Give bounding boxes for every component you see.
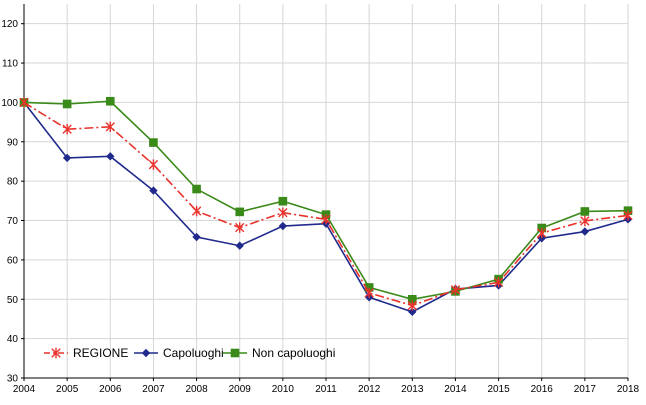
y-tick-label: 110 <box>2 59 18 70</box>
data-point-square <box>105 96 115 106</box>
data-point-diamond <box>149 186 158 195</box>
legend-item: REGIONE <box>44 346 128 360</box>
x-tick-label: 2015 <box>487 384 510 395</box>
data-point-star <box>51 347 61 359</box>
data-point-star <box>105 121 115 133</box>
x-tick-label: 2013 <box>401 384 424 395</box>
data-point-star <box>62 123 72 135</box>
x-tick-label: 2004 <box>13 384 36 395</box>
gridlines <box>24 4 629 378</box>
data-point-square <box>278 196 288 206</box>
legend-item: Capoluoghi <box>134 346 224 360</box>
y-tick-labels: 30 40 50 60 70 80 90 100 110 120 <box>1 19 24 385</box>
data-point-diamond <box>62 153 72 163</box>
y-tick-label: 80 <box>7 177 19 188</box>
data-point-diamond <box>192 232 201 242</box>
y-tick-label: 60 <box>7 255 19 266</box>
data-point-star <box>364 287 374 299</box>
legend-label: Non capoluoghi <box>252 346 335 360</box>
data-point-star <box>235 222 245 233</box>
data-point-star <box>580 215 590 227</box>
x-tick-label: 2018 <box>617 384 640 395</box>
data-point-square <box>580 207 590 216</box>
y-tick-label: 30 <box>7 374 19 385</box>
data-point-diamond <box>141 348 151 358</box>
x-tick-label: 2014 <box>444 384 467 395</box>
data-point-square <box>230 348 240 358</box>
series-regione <box>19 97 633 311</box>
legend: REGIONE Capoluoghi Non capoluoghi <box>44 346 335 360</box>
legend-label: Capoluoghi <box>163 346 224 360</box>
legend-label: REGIONE <box>73 346 128 360</box>
x-tick-label: 2005 <box>56 384 79 395</box>
data-point-diamond <box>580 227 590 236</box>
data-point-star <box>407 300 417 311</box>
x-tick-label: 2011 <box>315 384 337 395</box>
x-tick-label: 2007 <box>142 384 165 395</box>
data-point-diamond <box>106 152 115 161</box>
data-point-star <box>493 277 504 288</box>
data-point-diamond <box>278 221 288 231</box>
data-point-star <box>450 284 461 296</box>
data-point-star <box>278 207 288 218</box>
data-point-star <box>537 227 547 239</box>
data-point-star <box>148 159 159 170</box>
data-point-square <box>192 184 201 194</box>
x-tick-label: 2006 <box>99 384 122 395</box>
data-point-star <box>321 214 331 225</box>
x-tick-label: 2017 <box>574 384 597 395</box>
y-tick-label: 50 <box>7 295 19 306</box>
data-point-square <box>62 99 72 109</box>
series-line <box>23 101 629 307</box>
y-tick-label: 90 <box>7 137 19 148</box>
series-group <box>19 96 633 317</box>
y-tick-label: 120 <box>1 19 18 30</box>
x-tick-label: 2010 <box>272 384 295 395</box>
x-tick-label: 2016 <box>531 384 554 395</box>
x-tick-labels: 2004 2005 2006 2007 2008 2009 2010 2011 2012 2013… <box>13 378 640 395</box>
y-tick-label: 40 <box>7 334 19 345</box>
data-point-square <box>149 138 158 147</box>
data-point-square <box>235 207 245 217</box>
legend-item: Non capoluoghi <box>223 346 335 360</box>
x-tick-label: 2009 <box>229 384 252 395</box>
data-point-star <box>19 97 29 108</box>
data-point-diamond <box>235 241 244 250</box>
y-tick-label: 100 <box>1 98 18 109</box>
data-point-star <box>623 210 633 221</box>
y-tick-label: 70 <box>7 216 19 227</box>
x-tick-label: 2008 <box>185 384 208 395</box>
data-point-diamond <box>408 307 417 317</box>
data-point-star <box>191 205 202 217</box>
x-tick-label: 2012 <box>358 384 381 395</box>
